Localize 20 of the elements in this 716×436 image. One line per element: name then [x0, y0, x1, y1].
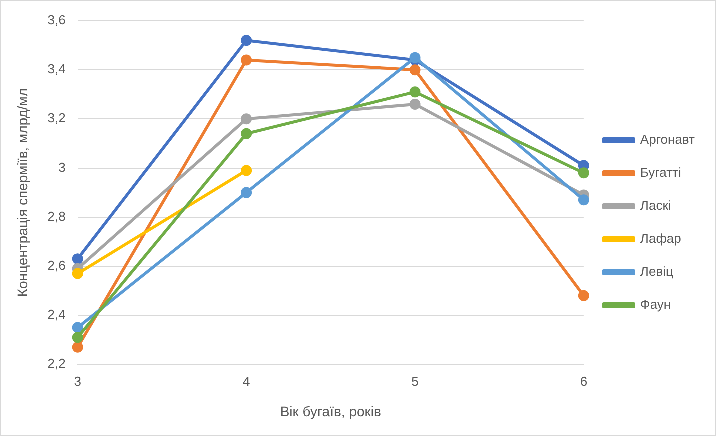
y-tick-label: 2,2 [48, 356, 66, 372]
x-axis-title: Вік бугаїв, років [280, 403, 382, 420]
y-tick-label: 2,6 [48, 258, 66, 274]
legend-label: Бугатті [640, 165, 682, 180]
y-tick-label: 3 [58, 160, 66, 175]
y-axis-title: Концентрація сперміїв, млрд/мл [14, 88, 30, 298]
legend-label: Левіц [640, 264, 674, 280]
legend-label: Ласкі [640, 198, 672, 214]
x-tick-label: 5 [412, 374, 419, 389]
legend-label: Фаун [640, 297, 672, 312]
y-tick-label: 3,2 [48, 110, 66, 126]
x-tick-label: 6 [580, 374, 588, 389]
y-tick-label: 3,6 [48, 12, 66, 28]
y-tick-label: 3,4 [48, 62, 66, 77]
y-tick-label: 2,4 [48, 307, 66, 322]
legend-label: Лафар [640, 231, 682, 246]
x-tick-label: 3 [74, 374, 82, 389]
legend-label: Аргонавт [640, 132, 696, 148]
x-tick-label: 4 [242, 374, 250, 389]
y-tick-label: 2,8 [48, 208, 66, 224]
